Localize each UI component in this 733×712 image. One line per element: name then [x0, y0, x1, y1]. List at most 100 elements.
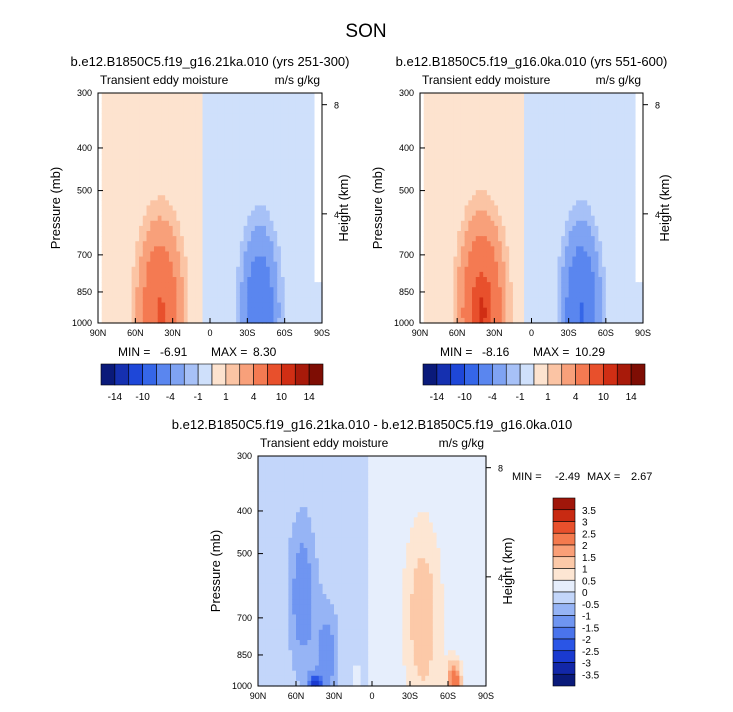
heatmap-cell [576, 287, 581, 293]
heatmap-cell [221, 287, 226, 293]
heatmap-cell [168, 231, 174, 237]
heatmap-cell [210, 108, 215, 115]
heatmap-cell [239, 185, 245, 191]
heatmap-cell [438, 159, 443, 166]
heatmap-cell [247, 169, 252, 176]
heatmap-cell [120, 271, 125, 278]
heatmap-cell [299, 139, 304, 145]
heatmap-cell [295, 261, 301, 268]
heatmap-cell [109, 215, 114, 222]
heatmap-cell [442, 118, 447, 125]
heatmap-cell [191, 159, 196, 166]
heatmap-cell [213, 149, 219, 155]
heatmap-cell [310, 103, 316, 109]
heatmap-cell [109, 98, 114, 104]
heatmap-cell [583, 312, 588, 319]
heatmap-cell [187, 215, 192, 222]
heatmap-cell [535, 251, 540, 258]
heatmap-cell [520, 128, 525, 135]
heatmap-cell [142, 297, 148, 304]
heatmap-cell [420, 225, 425, 232]
heatmap-cell [277, 185, 282, 191]
heatmap-cell [524, 133, 529, 140]
heatmap-cell [295, 231, 301, 237]
heatmap-cell [232, 220, 237, 227]
heatmap-cell [280, 271, 286, 278]
heatmap-cell [224, 159, 230, 166]
heatmap-cell [553, 282, 559, 288]
heatmap-cell [605, 103, 611, 109]
heatmap-cell [284, 251, 289, 258]
heatmap-cell [243, 261, 248, 268]
heatmap-cell [202, 256, 207, 263]
heatmap-cell [434, 103, 440, 109]
heatmap-cell [198, 113, 204, 120]
heatmap-cell [165, 185, 170, 191]
heatmap-cell [168, 236, 174, 242]
heatmap-cell [105, 246, 110, 253]
heatmap-cell [490, 266, 495, 273]
heatmap-cell [251, 297, 256, 304]
heatmap-cell [180, 190, 185, 196]
heatmap-cell [183, 128, 189, 135]
heatmap-cell [587, 266, 592, 273]
heatmap-cell [512, 149, 518, 155]
heatmap-cell [101, 128, 107, 135]
heatmap-cell [295, 108, 301, 115]
heatmap-cell [561, 133, 566, 140]
heatmap-cell [101, 133, 107, 140]
heatmap-cell [446, 98, 451, 104]
heatmap-cell [483, 246, 488, 253]
heatmap-cell [187, 261, 192, 268]
heatmap-cell [442, 205, 447, 212]
heatmap-cell [318, 256, 323, 263]
heatmap-cell [131, 200, 136, 207]
heatmap-cell [124, 98, 129, 104]
heatmap-cell [568, 103, 573, 109]
heatmap-cell [576, 200, 581, 207]
heatmap-cell [273, 113, 278, 120]
heatmap-cell [157, 98, 163, 104]
heatmap-cell [468, 261, 473, 268]
heatmap-cell [434, 118, 440, 125]
heatmap-cell [277, 179, 282, 186]
heatmap-cell [266, 185, 271, 191]
heatmap-cell [512, 215, 518, 222]
heatmap-cell [105, 292, 110, 299]
heatmap-cell [154, 200, 159, 207]
heatmap-cell [587, 220, 592, 227]
heatmap-cell [486, 159, 492, 166]
heatmap-cell [243, 231, 248, 237]
heatmap-cell [254, 251, 260, 258]
heatmap-cell [127, 292, 133, 299]
heatmap-cell [198, 149, 204, 155]
heatmap-cell [277, 133, 282, 140]
heatmap-cell [176, 200, 181, 207]
heatmap-cell [258, 231, 263, 237]
heatmap-cell [572, 231, 577, 237]
heatmap-cell [191, 292, 196, 299]
heatmap-cell [105, 302, 110, 309]
heatmap-cell [124, 225, 129, 232]
heatmap-cell [224, 220, 230, 227]
heatmap-cell [479, 302, 484, 309]
heatmap-cell [420, 108, 425, 115]
heatmap-cell [168, 144, 174, 150]
heatmap-cell [535, 312, 540, 319]
heatmap-cell [516, 133, 521, 140]
x-tick-label: 30S [239, 328, 255, 338]
heatmap-cell [210, 179, 215, 186]
heatmap-cell [217, 144, 222, 150]
heatmap-cell [135, 292, 140, 299]
heatmap-cell [254, 169, 260, 176]
heatmap-cell [303, 287, 308, 293]
heatmap-cell [561, 282, 566, 288]
heatmap-cell [423, 98, 429, 104]
heatmap-cell [568, 220, 573, 227]
heatmap-cell [546, 123, 551, 130]
heatmap-cell [434, 307, 440, 314]
heatmap-cell [438, 256, 443, 263]
heatmap-cell [277, 123, 282, 130]
heatmap-cell [486, 149, 492, 155]
heatmap-cell [527, 164, 533, 171]
